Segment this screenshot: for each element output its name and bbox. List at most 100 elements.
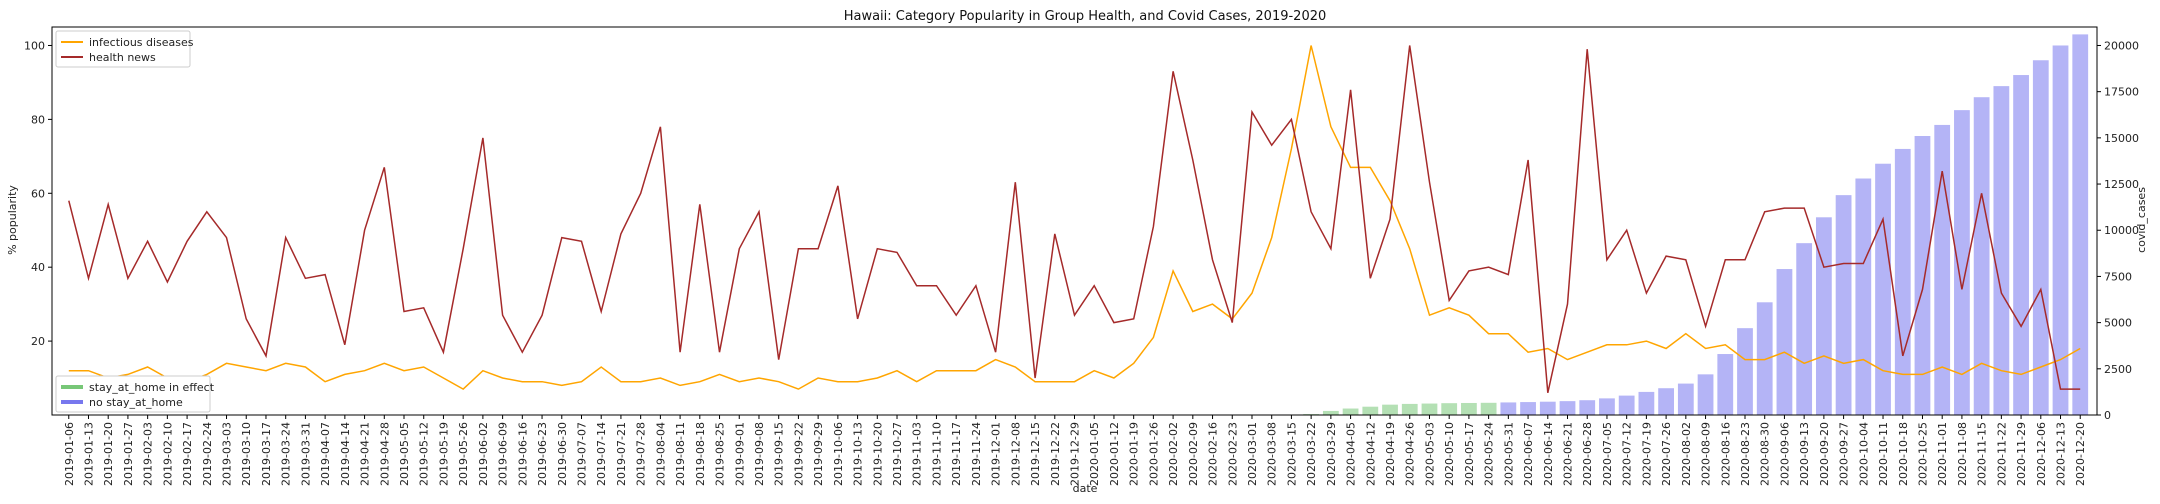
legend-bars-box [55,375,211,413]
legend-bar-label: no stay_at_home [89,396,183,409]
x-tick-label: 2020-10-18 [1897,422,1910,486]
x-tick-label: 2019-06-02 [477,422,490,486]
x-tick-label: 2020-05-24 [1483,422,1496,486]
series-line-health-news [68,45,2081,393]
y-tick-label: 40 [31,261,45,274]
x-tick-label: 2020-08-30 [1759,422,1772,486]
covid-cases-bar [1697,374,1714,415]
x-tick-label: 2020-11-08 [1956,422,1969,486]
x-tick-label: 2020-01-26 [1147,422,1160,486]
covid-cases-bar [1835,195,1852,415]
legend-line-label: infectious diseases [89,36,194,49]
x-tick-label: 2019-12-08 [1009,422,1022,486]
covid-cases-bar [1973,97,1990,415]
y2-tick-label: 17500 [2104,86,2139,99]
x-tick-label: 2019-12-29 [1069,422,1082,486]
x-tick-label: 2020-05-10 [1443,422,1456,486]
x-tick-label: 2020-10-25 [1916,422,1929,486]
y2-tick-label: 0 [2104,409,2111,422]
covid-cases-bar [1599,398,1615,415]
covid-cases-bar [2052,45,2069,415]
x-tick-label: 2020-03-08 [1266,422,1279,486]
covid-cases-bar [1480,402,1497,415]
x-tick-label: 2019-08-25 [714,422,727,486]
x-tick-label: 2019-05-05 [398,422,411,486]
x-tick-label: 2019-01-06 [63,422,76,486]
x-tick-label: 2020-05-31 [1502,422,1515,486]
covid-cases-bar [1322,410,1339,415]
x-tick-label: 2020-06-14 [1542,422,1555,486]
x-tick-label: 2020-08-09 [1700,422,1713,486]
x-tick-label: 2020-02-09 [1187,422,1200,486]
x-tick-label: 2020-03-15 [1285,422,1298,486]
x-tick-label: 2020-12-20 [2074,422,2087,486]
y2-tick-label: 10000 [2104,224,2139,237]
y-axis-label: % popularity [6,185,19,255]
covid-cases-bar [1737,328,1753,415]
covid-cases-bar [2032,60,2049,415]
legend-bar-label: stay_at_home in effect [89,381,215,394]
y2-tick-label: 5000 [2104,317,2132,330]
x-tick-label: 2020-11-29 [2015,422,2028,486]
x-tick-label: 2019-04-14 [339,422,352,486]
y-tick-label: 60 [31,187,45,200]
x-tick-label: 2020-06-21 [1562,422,1575,486]
x-tick-label: 2020-10-11 [1877,422,1890,486]
x-tick-label: 2019-03-31 [299,422,312,486]
covid-cases-bar [1954,110,1970,416]
covid-cases-bar [1638,391,1655,415]
y2-tick-label: 2500 [2104,363,2132,376]
x-tick-label: 2020-05-03 [1423,422,1436,486]
x-tick-label: 2020-03-29 [1325,422,1338,486]
x-tick-label: 2019-12-15 [1029,422,1042,486]
y-tick-label: 80 [31,113,45,126]
x-tick-label: 2019-09-08 [753,422,766,486]
x-tick-label: 2019-05-12 [418,422,431,486]
covid-cases-bar [1658,388,1674,415]
x-tick-label: 2019-08-11 [674,422,687,486]
x-tick-label: 2020-07-12 [1621,422,1634,486]
covid-cases-bar [1382,404,1398,415]
x-tick-label: 2020-01-12 [1108,422,1121,486]
x-tick-label: 2019-06-30 [556,422,569,486]
covid-cases-bar [1993,86,2010,415]
x-tick-label: 2019-03-24 [280,422,293,486]
x-tick-label: 2019-07-21 [615,422,628,486]
y-tick-label: 20 [31,335,45,348]
x-tick-label: 2020-10-04 [1857,422,1870,486]
covid-cases-bar [1855,178,1872,415]
x-tick-label: 2020-04-19 [1384,422,1397,486]
x-tick-label: 2019-12-22 [1049,422,1062,486]
covid-cases-bar [1776,269,1793,415]
covid-cases-bar [1894,148,1911,415]
y2-tick-label: 15000 [2104,132,2139,145]
covid-cases-bar [1461,402,1477,415]
x-tick-label: 2019-03-10 [240,422,253,486]
y2-tick-label: 7500 [2104,270,2132,283]
x-tick-label: 2019-10-20 [871,422,884,486]
x-tick-label: 2020-03-01 [1246,422,1259,486]
x-tick-label: 2020-09-13 [1798,422,1811,486]
x-tick-label: 2020-09-06 [1778,422,1791,486]
covid-cases-bar [2072,34,2089,416]
covid-cases-bar [1539,401,1556,415]
x-tick-label: 2019-11-24 [970,422,983,486]
covid-cases-bar [1914,136,1931,415]
x-tick-label: 2020-12-13 [2055,422,2068,486]
x-tick-label: 2019-05-26 [457,422,470,486]
x-tick-label: 2019-02-17 [181,422,194,486]
covid-cases-bar [1815,217,1832,415]
x-tick-label: 2019-04-28 [378,422,391,486]
x-tick-label: 2019-01-13 [82,422,95,486]
x-tick-label: 2019-12-01 [990,422,1003,486]
x-tick-label: 2020-04-12 [1364,422,1377,486]
covid-cases-bar [1618,395,1635,415]
x-tick-label: 2019-09-01 [733,422,746,486]
x-tick-label: 2019-04-07 [319,422,332,486]
x-tick-label: 2019-06-09 [497,422,510,486]
x-tick-label: 2020-07-19 [1640,422,1653,486]
covid-cases-bar [1796,243,1813,415]
x-tick-label: 2019-01-20 [102,422,115,486]
x-tick-label: 2020-09-20 [1818,422,1831,486]
